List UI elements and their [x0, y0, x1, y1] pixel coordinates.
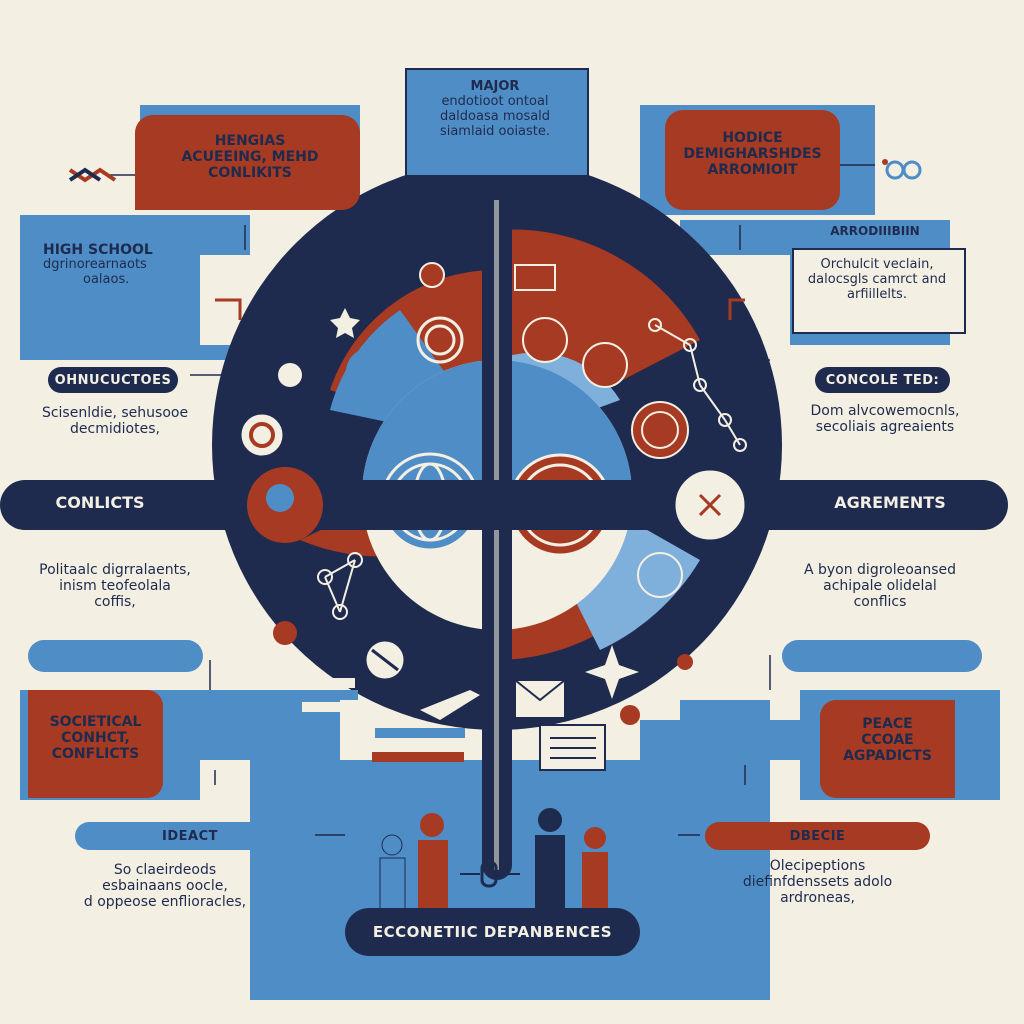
- right-text-2-line1: A byon digroleoansed: [803, 562, 957, 578]
- right-side-line3: arfiillelts.: [847, 286, 907, 302]
- right-text-1-line2: secoliais agreaients: [815, 419, 955, 436]
- left-blue-bar: [28, 640, 203, 672]
- right-red-line3: AGPADICTS: [843, 748, 932, 765]
- right-band-label: AGREMENTS: [834, 493, 946, 512]
- right-text-3-line3: ardroneas,: [780, 890, 855, 907]
- right-lower-red-box: [820, 700, 955, 798]
- left-text-1-line1: Scisenldie, sehusooe: [41, 405, 189, 421]
- top-box-line1: MAJOR: [470, 79, 520, 94]
- left-red-line2: CONHCT,: [61, 730, 130, 747]
- right-text-1-line1: Dom alvcowemocnls,: [810, 403, 960, 419]
- left-pill-2: IDEACT: [75, 822, 305, 850]
- right-side-line1: Orchulcit veclain,: [820, 257, 934, 272]
- right-text-3-line1: Olecipeptions: [769, 858, 866, 874]
- left-text-3-line2: esbainaans oocle,: [102, 878, 228, 895]
- left-text-3-line1: So claeirdeods: [113, 862, 217, 878]
- left-text-1-line2: decmidiotes,: [70, 421, 160, 438]
- top-box-line2: endotioot ontoal: [441, 93, 549, 109]
- left-side-line1: HIGH SCHOOL: [43, 242, 153, 258]
- right-pill-2: DBECIE: [705, 822, 930, 850]
- left-text-2-line1: Politaalc digrralaents,: [39, 562, 191, 578]
- right-pill-1: CONCOLE TED:: [815, 367, 950, 393]
- right-side-header: ARRODIIIBIIN: [830, 224, 920, 238]
- right-top-line1: HODICE: [722, 130, 783, 146]
- right-text-3-line2: diefinfdenssets adolo: [742, 874, 893, 891]
- left-text-3-line3: d oppeose enflioracles,: [83, 894, 247, 911]
- left-red-line3: CONFLICTS: [51, 746, 140, 763]
- right-top-line2: DEMIGHARSHDES: [683, 146, 822, 163]
- left-band-label: CONLICTS: [55, 493, 145, 512]
- top-info-box: [405, 68, 589, 177]
- top-box-line3: daldoasa mosald: [439, 108, 551, 124]
- left-side-line2: dgrinorearnaots: [43, 257, 147, 273]
- right-red-line2: CCOAE: [861, 732, 914, 749]
- right-text-2-line2: achipale olidelal: [823, 578, 937, 595]
- left-side-line3: oalaos.: [83, 272, 130, 288]
- right-text-2-line3: conflics: [853, 594, 907, 611]
- left-pill-1: OHNUCUCTOES: [48, 367, 178, 393]
- right-top-line3: ARROMIOIT: [707, 162, 798, 179]
- right-red-line1: PEACE: [862, 716, 913, 732]
- right-top-red-box: [665, 110, 840, 210]
- left-top-line2: ACUEEING, MEHD: [181, 149, 319, 166]
- right-side-line2: dalocsgls camrct and: [807, 271, 947, 287]
- left-text-2-line2: inism teofeolala: [59, 578, 171, 595]
- top-box-line4: siamlaid ooiaste.: [439, 123, 551, 139]
- left-lower-red-box: [28, 690, 163, 798]
- left-top-red-box: [135, 115, 360, 210]
- left-top-line1: HENGIAS: [214, 133, 286, 149]
- right-side-text-box: [792, 248, 966, 334]
- right-blue-bar: [782, 640, 982, 672]
- bottom-band: ECCONETIIC DEPANBENCES: [345, 908, 640, 956]
- left-text-2-line3: coffis,: [94, 594, 136, 611]
- people-icon: [379, 808, 608, 915]
- left-red-line1: SOCIETICAL: [49, 714, 142, 730]
- left-top-line3: CONLIKITS: [208, 165, 292, 182]
